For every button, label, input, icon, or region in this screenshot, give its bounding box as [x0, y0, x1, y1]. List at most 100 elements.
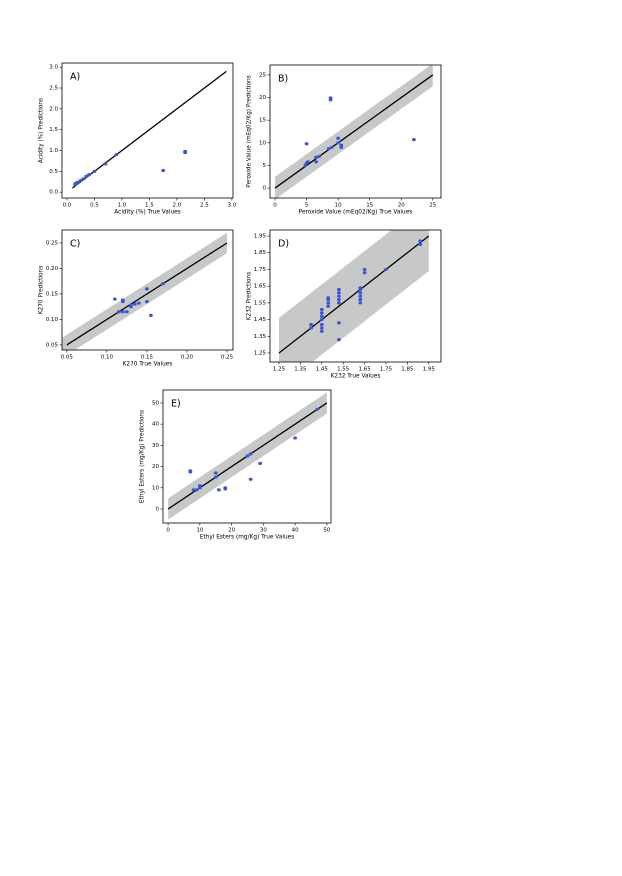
x-tick-label: 15: [366, 203, 373, 209]
point: [116, 310, 121, 314]
y-tick-label: 1.25: [254, 350, 267, 356]
frame: [61, 62, 234, 199]
point: [223, 487, 228, 491]
y-tick-label: 0.0: [49, 190, 58, 196]
y-tick-label: 0: [263, 186, 267, 192]
x-tick-label: 1.25: [273, 367, 286, 373]
panel-label: A): [70, 72, 80, 83]
x-tick-label: 1.95: [423, 367, 436, 373]
point: [84, 174, 89, 178]
x-tick-label: 1.0: [118, 203, 127, 209]
frame: [61, 229, 234, 351]
x-axis-label: Acidity (%) True Values: [114, 210, 180, 216]
point: [358, 297, 363, 302]
panel: 0.05 0.10 0.15 0.20 0.25 0.05 0.10 0.15 0.20 0.25…: [39, 229, 234, 368]
point: [362, 267, 367, 272]
x-tick-label: 0.5: [90, 203, 99, 209]
point: [326, 296, 331, 300]
point: [337, 291, 341, 295]
point: [191, 488, 196, 492]
point: [319, 322, 324, 327]
y-axis-label: K232 Predictions: [247, 272, 253, 321]
x-tick-label: 0.15: [141, 355, 154, 361]
y-tick-label: 0.25: [46, 240, 59, 246]
point: [103, 162, 108, 166]
x-tick-label: 0.10: [101, 355, 114, 361]
x-tick-label: 5: [305, 203, 309, 209]
point: [216, 488, 221, 492]
point: [358, 291, 363, 295]
point: [326, 147, 331, 151]
x-tick-label: 0.05: [61, 355, 74, 361]
point: [303, 163, 308, 168]
point: [293, 436, 298, 440]
y-tick-label: 1.0: [49, 148, 58, 154]
point: [124, 310, 129, 314]
point: [305, 160, 310, 164]
point: [213, 475, 218, 479]
identity-line: [278, 235, 430, 354]
x-tick-label: 0.25: [221, 355, 234, 361]
identity-line: [72, 70, 227, 189]
point: [319, 311, 324, 315]
point: [358, 286, 363, 290]
point: [304, 142, 309, 146]
x-tick-label: 1.5: [145, 203, 154, 209]
y-tick-label: 0: [156, 507, 160, 513]
panel: 1.25 1.35 1.45 1.55 1.65 1.75 1.85 1.95 1.25 1.35…: [247, 229, 442, 380]
point: [149, 313, 153, 317]
x-tick-label: 1.75: [380, 367, 393, 373]
point: [197, 484, 202, 488]
y-tick-label: 40: [152, 422, 159, 428]
x-tick-label: 1.65: [358, 367, 371, 373]
y-tick-label: 3.0: [49, 65, 58, 71]
y-tick-label: 30: [152, 443, 159, 449]
point: [319, 307, 324, 312]
point: [336, 136, 341, 140]
y-tick-label: 1.65: [254, 284, 267, 290]
point: [258, 461, 263, 465]
frame: [269, 229, 442, 363]
point: [337, 294, 341, 298]
y-tick-label: 0.5: [49, 169, 58, 175]
point: [78, 178, 83, 183]
y-tick-label: 1.85: [254, 250, 267, 256]
point: [245, 454, 250, 458]
point: [317, 154, 322, 158]
x-tick-label: 10: [335, 203, 342, 209]
y-tick-label: 0.15: [46, 291, 59, 297]
y-tick-label: 25: [259, 72, 266, 78]
plot-area: [72, 70, 227, 189]
x-tick-label: 10: [196, 528, 203, 534]
x-tick-label: 3.0: [228, 203, 237, 209]
plot-area: [278, 230, 430, 362]
point: [339, 143, 344, 147]
panel-label: B): [278, 74, 288, 85]
x-axis-label: K270 True Values: [123, 362, 173, 368]
y-tick-label: 10: [152, 485, 159, 491]
point: [329, 145, 334, 149]
x-axis-label: Peroxide Value (mEq02/Kg) True Values: [299, 210, 413, 216]
point: [328, 96, 333, 100]
plot-area: [167, 392, 328, 520]
point: [337, 287, 341, 292]
x-tick-label: 1.55: [337, 367, 350, 373]
x-tick-label: 20: [228, 528, 235, 534]
point: [92, 169, 97, 173]
point: [87, 173, 91, 177]
identity-line: [66, 242, 228, 346]
point: [339, 145, 344, 149]
x-tick-label: 25: [429, 203, 436, 209]
x-tick-label: 1.35: [294, 367, 307, 373]
y-tick-label: 20: [152, 464, 159, 470]
point: [132, 302, 137, 306]
y-tick-label: 0.10: [46, 317, 59, 323]
y-tick-label: 1.55: [254, 300, 267, 306]
point: [314, 155, 318, 159]
x-tick-label: 0.0: [63, 203, 72, 209]
point: [418, 242, 423, 246]
point: [362, 271, 367, 275]
point: [309, 322, 313, 327]
panel-label: E): [171, 399, 181, 410]
